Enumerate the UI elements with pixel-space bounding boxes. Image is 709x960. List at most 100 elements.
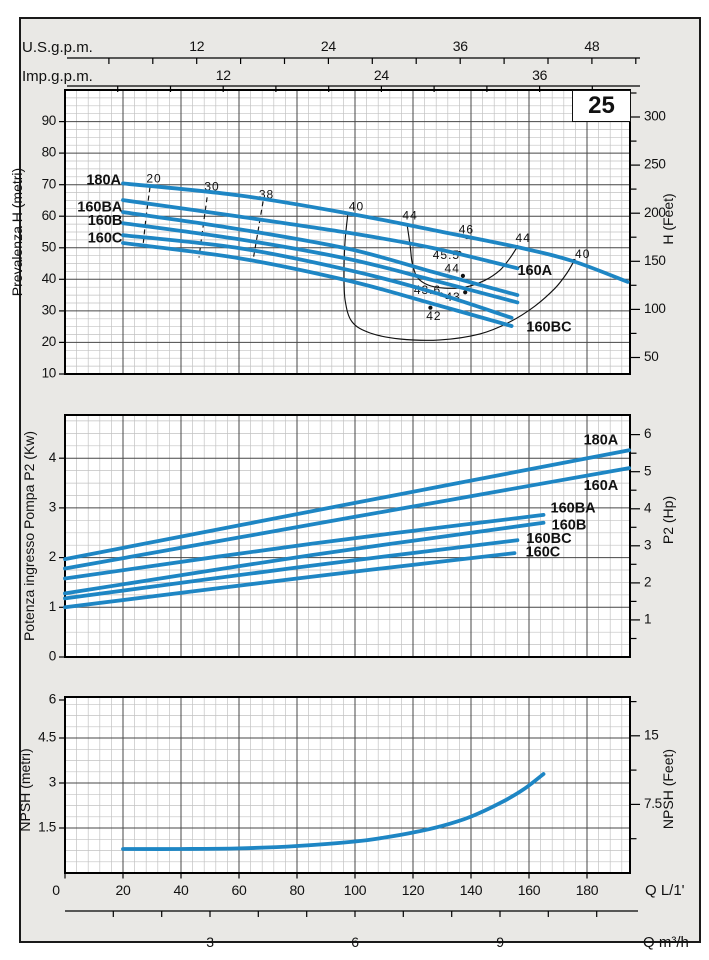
efficiency-contour-40 [343, 212, 575, 341]
curve-160A [63, 466, 631, 571]
curve-160A [121, 198, 520, 271]
curve-label-160B: 160B [552, 518, 587, 534]
lmin-tick-label: 100 [344, 882, 367, 898]
size-badge: 25 [572, 90, 631, 122]
curve-label-160A: 160A [584, 478, 619, 494]
curve-label-160BA: 160BA [551, 501, 597, 517]
us_gpm-tick-label: 36 [453, 38, 468, 54]
curve-label-180A: 180A [86, 173, 121, 189]
head-axis-title-right: H (Feet) [660, 193, 676, 244]
head-ytick-right: 300 [644, 109, 666, 124]
power-ytick-right: 2 [644, 574, 651, 589]
head-ytick-left: 10 [42, 366, 56, 381]
curve-160BA [63, 513, 546, 581]
head-ytick-right: 50 [644, 349, 658, 364]
lmin-tick-label: 40 [174, 882, 189, 898]
curve-160B [63, 520, 546, 596]
curve-160BA [121, 210, 520, 297]
lmin-tick-label: 20 [116, 882, 131, 898]
lmin-tick-label: 140 [460, 882, 483, 898]
power-ytick-right: 1 [644, 611, 651, 626]
head-ytick-right: 100 [644, 301, 666, 316]
power-ytick-left: 2 [49, 549, 56, 564]
npsh-grid-major [65, 697, 630, 873]
power-ytick-right: 6 [644, 426, 651, 441]
npsh-grid-minor [65, 697, 630, 873]
power-ytick-right: 3 [644, 537, 651, 552]
efficiency-label: 40 [575, 247, 590, 261]
head-ytick-left: 60 [42, 208, 56, 223]
head-ytick-left: 40 [42, 271, 56, 286]
power-ytick-left: 3 [49, 499, 56, 514]
imp_gpm-tick-label: 12 [216, 67, 231, 83]
curve-160BC [121, 233, 514, 320]
efficiency-label: 46 [459, 222, 474, 236]
curve-180A [63, 448, 631, 561]
head-ytick-left: 30 [42, 302, 56, 317]
power-axis-title-right: P2 (Hp) [660, 496, 676, 544]
head-ytick-left: 50 [42, 239, 56, 254]
efficiency-contour-38 [252, 201, 264, 262]
curve-label-160BC: 160BC [526, 319, 572, 335]
npsh-ytick-left: 4.5 [38, 730, 56, 745]
lmin-tick-label: 60 [232, 882, 247, 898]
curve-label-160A: 160A [517, 263, 552, 279]
m3h-tick-label: 3 [206, 934, 214, 950]
curve-label-160BA: 160BA [77, 200, 123, 216]
npsh-ytick-right: 7.5 [644, 796, 662, 811]
efficiency-label: 42 [426, 309, 441, 323]
curve-160C [63, 551, 517, 610]
us_gpm-scale: 12 24 36 48 U.S.g.p.m. [22, 38, 640, 64]
npsh-border [64, 696, 631, 874]
npsh-ytick-left: 1.5 [38, 820, 56, 835]
us_gpm-tick-label: 24 [321, 38, 336, 54]
head-ytick-left: 20 [42, 334, 56, 349]
m3h-scale: 3 6 9 Q m³/h [65, 910, 689, 951]
curve-180A [121, 181, 630, 284]
npsh-ytick-right: 15 [644, 727, 658, 742]
efficiency-point [428, 305, 433, 310]
lmin-tick-label: 180 [576, 882, 599, 898]
curve-160B [121, 221, 520, 305]
lmin-scale: 0 20 40 60 80 100 120 140 160 180 Q L/1' [52, 873, 685, 899]
efficiency-contour-44 [406, 223, 518, 289]
imp_gpm-tick-label: 36 [532, 67, 547, 83]
power-ytick-right: 5 [644, 463, 651, 478]
m3h-tick-label: 6 [351, 934, 359, 950]
power-ytick-left: 4 [49, 450, 57, 465]
head-ytick-left: 90 [42, 113, 56, 128]
curve-label-160BC: 160BC [526, 531, 572, 547]
imp_gpm-axis-label: Imp.g.p.m. [22, 68, 93, 85]
m3h-axis-label: Q m³/h [643, 934, 689, 951]
npsh-chart: 1.5 3 4.5 6 7.5 15 NPSH (metri) NPSH (Feet) [17, 692, 676, 874]
npsh-axis-title-left: NPSH (metri) [17, 748, 33, 831]
curve-label-160C: 160C [88, 230, 123, 246]
efficiency-label: 44 [402, 208, 417, 222]
npsh-ytick-left: 6 [49, 692, 56, 707]
imp_gpm-scale: 12 24 36 Imp.g.p.m. [22, 67, 640, 92]
power-axis-title-left: Potenza ingresso Pompa P2 (Kw) [21, 431, 37, 641]
head-ytick-right: 200 [644, 205, 666, 220]
curve-NPSH [121, 772, 546, 851]
us_gpm-axis-label: U.S.g.p.m. [22, 39, 93, 56]
head-axis-title-left: Prevalenza H (metri) [9, 168, 25, 296]
head-ytick-right: 150 [644, 253, 666, 268]
efficiency-point [463, 290, 468, 295]
curve-label-160B: 160B [88, 213, 123, 229]
npsh-axis-title-right: NPSH (Feet) [660, 749, 676, 829]
curve-160C [121, 241, 514, 328]
efficiency-label: 44 [445, 262, 460, 276]
efficiency-label: 20 [146, 171, 161, 185]
head-chart: 1020304050607080905010015020025030020303… [9, 89, 676, 381]
npsh-ytick-left: 3 [49, 775, 56, 790]
npsh-plot-area [65, 697, 630, 873]
us_gpm-tick-label: 12 [189, 38, 204, 54]
power-grid-major [65, 415, 630, 657]
lmin-tick-label: 120 [402, 882, 425, 898]
head-grid-minor [65, 90, 630, 374]
lmin-tick-label: 80 [290, 882, 305, 898]
imp_gpm-tick-label: 24 [374, 67, 389, 83]
power-ytick-left: 1 [49, 599, 56, 614]
